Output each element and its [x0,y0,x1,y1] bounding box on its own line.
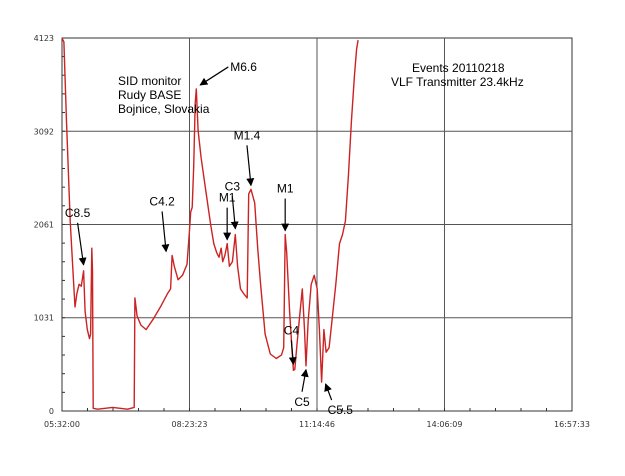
flare-label: C4 [284,323,300,337]
x-tick-label: 08:23:23 [172,420,208,429]
flare-label: C8.5 [65,206,91,220]
grid-layer [62,38,572,411]
events-note-line2: VLF Transmitter 23.4kHz [391,75,524,89]
y-tick-label: 1031 [34,314,54,323]
flare-label: C4.2 [149,194,175,208]
events-note-line1: Events 20110218 [412,61,505,75]
flare-arrow [246,145,255,187]
series-layer [61,37,359,410]
flare-label: C5.5 [328,403,354,417]
x-tick-label: 05:32:00 [44,420,80,429]
site-note-line3: Bojnice, Slovakia [118,102,210,116]
site-note-line1: SID monitor [118,74,181,88]
y-tick-label: 4123 [34,34,54,43]
flare-arrow [300,368,309,392]
minor-tick-layer [61,56,573,412]
flare-label: C3 [225,180,241,194]
flare-label: M1.4 [234,128,261,142]
flare-arrow [324,383,333,401]
flare-arrow [288,340,297,366]
x-tick-label: 14:06:09 [427,420,463,429]
flare-arrow [230,196,239,230]
site-note-line2: Rudy BASE [118,88,181,102]
x-tick-label: 16:57:33 [554,420,590,429]
y-tick-label: 0 [49,407,54,416]
flare-label: M6.6 [230,60,257,74]
flare-arrow [161,211,170,253]
y-tick-label: 2061 [34,221,54,230]
series-line-1 [61,37,359,410]
x-tick-label: 11:14:46 [299,420,335,429]
flare-arrow [199,66,229,86]
flare-label: M1 [277,182,294,196]
tick-label-layer: 0 1031 2061 3092 4123 05:32:00 08:23:23 11:14:4… [34,34,590,429]
flare-label: M1 [219,191,236,205]
flare-label: C5 [294,395,310,409]
y-tick-label: 3092 [34,127,54,136]
flare-arrow [76,222,87,266]
